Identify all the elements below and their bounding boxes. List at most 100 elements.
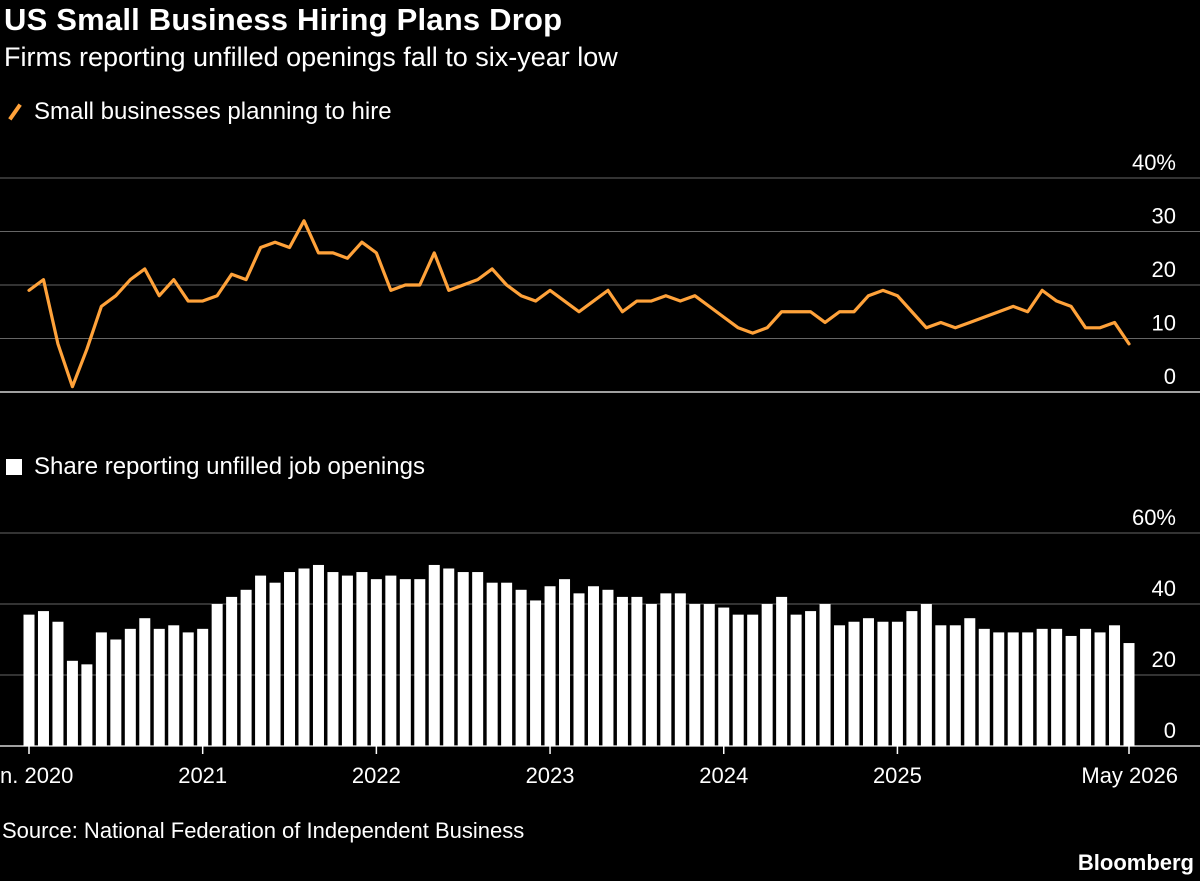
unfilled-openings-bar — [877, 621, 889, 746]
unfilled-openings-bar — [312, 564, 324, 746]
x-axis-tick-label: 2024 — [699, 763, 748, 788]
unfilled-openings-bar — [790, 614, 802, 746]
unfilled-openings-bar — [978, 628, 990, 746]
unfilled-openings-bar — [718, 607, 730, 746]
unfilled-openings-bar — [819, 604, 831, 746]
bar-chart-y-tick-label: 60% — [1132, 505, 1176, 530]
unfilled-openings-bar — [501, 582, 513, 746]
bloomberg-logo: Bloomberg — [1077, 850, 1194, 875]
bar-chart-y-tick-label: 0 — [1164, 718, 1176, 743]
unfilled-openings-bar — [370, 579, 382, 746]
unfilled-openings-bar — [949, 625, 961, 746]
unfilled-openings-bar — [341, 575, 353, 746]
unfilled-openings-bar — [616, 596, 628, 746]
unfilled-openings-bar — [284, 572, 296, 746]
line-legend-label: Small businesses planning to hire — [34, 98, 392, 125]
unfilled-openings-bar — [993, 632, 1005, 746]
x-axis-tick-label: 2021 — [178, 763, 227, 788]
unfilled-openings-bar — [298, 568, 310, 746]
unfilled-openings-bar — [356, 572, 368, 746]
unfilled-openings-bar — [95, 632, 107, 746]
bar-legend-label: Share reporting unfilled job openings — [34, 453, 425, 480]
unfilled-openings-bar — [269, 582, 281, 746]
unfilled-openings-bar — [327, 572, 339, 746]
unfilled-openings-bar — [515, 589, 527, 746]
unfilled-openings-bar — [1094, 632, 1106, 746]
unfilled-openings-bar — [674, 593, 686, 746]
unfilled-openings-bar — [23, 614, 35, 746]
unfilled-openings-bar — [52, 621, 64, 746]
unfilled-openings-bar — [1007, 632, 1019, 746]
bar-legend: Share reporting unfilled job openings — [4, 452, 425, 482]
unfilled-openings-bar — [124, 628, 136, 746]
unfilled-openings-bar — [732, 614, 744, 746]
unfilled-openings-bar — [559, 579, 571, 746]
unfilled-openings-bar — [1022, 632, 1034, 746]
unfilled-openings-bar — [428, 564, 440, 746]
unfilled-openings-bar — [37, 611, 49, 746]
unfilled-openings-bar — [776, 596, 788, 746]
unfilled-openings-bar — [1080, 628, 1092, 746]
unfilled-openings-bar — [660, 593, 672, 746]
unfilled-openings-bar — [891, 621, 903, 746]
bar-chart-y-tick-label: 40 — [1152, 576, 1176, 601]
unfilled-openings-bar — [1036, 628, 1048, 746]
unfilled-openings-bar — [385, 575, 397, 746]
unfilled-openings-bar — [399, 579, 411, 746]
unfilled-openings-bar — [255, 575, 267, 746]
unfilled-openings-bar — [1065, 635, 1077, 746]
unfilled-openings-bar — [848, 621, 860, 746]
unfilled-openings-bar — [472, 572, 484, 746]
hiring-plans-line — [27, 219, 1131, 389]
unfilled-openings-bar — [211, 604, 223, 746]
unfilled-openings-bar — [964, 618, 976, 746]
line-chart-y-tick-label: 10 — [1152, 311, 1176, 336]
unfilled-openings-bar — [66, 660, 78, 746]
unfilled-openings-bar — [1109, 625, 1121, 746]
bar-swatch-icon — [6, 459, 22, 475]
x-axis-tick-label: 2023 — [526, 763, 575, 788]
unfilled-openings-bar — [226, 596, 238, 746]
unfilled-openings-bar — [457, 572, 469, 746]
line-chart-y-tick-label: 0 — [1164, 364, 1176, 389]
unfilled-openings-bar — [182, 632, 194, 746]
unfilled-openings-bar — [1051, 628, 1063, 746]
unfilled-openings-bar — [81, 664, 93, 746]
source-note: Source: National Federation of Independe… — [2, 818, 525, 843]
unfilled-openings-bar — [935, 625, 947, 746]
unfilled-openings-bar — [153, 628, 165, 746]
line-chart-y-tick-label: 40% — [1132, 150, 1176, 175]
unfilled-openings-bar — [486, 582, 498, 746]
unfilled-openings-bar — [645, 604, 657, 746]
unfilled-openings-bar — [168, 625, 180, 746]
unfilled-openings-bar — [631, 596, 643, 746]
unfilled-openings-bar — [747, 614, 759, 746]
x-axis-tick-label: n. 2020 — [0, 763, 73, 788]
unfilled-openings-bar — [443, 568, 455, 746]
x-axis-tick-label: May 2026 — [1081, 763, 1178, 788]
unfilled-openings-bar — [602, 589, 614, 746]
x-axis-tick-label: 2022 — [352, 763, 401, 788]
unfilled-openings-bar — [544, 586, 556, 746]
unfilled-openings-bar — [197, 628, 209, 746]
unfilled-openings-bar — [530, 600, 542, 746]
unfilled-openings-bar — [110, 639, 122, 746]
unfilled-openings-bar — [862, 618, 874, 746]
unfilled-openings-bar — [689, 604, 701, 746]
unfilled-openings-bar — [834, 625, 846, 746]
unfilled-openings-bar — [139, 618, 151, 746]
bar-chart-y-tick-label: 20 — [1152, 647, 1176, 672]
unfilled-openings-bar — [761, 604, 773, 746]
x-axis-tick-label: 2025 — [873, 763, 922, 788]
line-chart-y-tick-label: 30 — [1152, 204, 1176, 229]
unfilled-openings-bar — [414, 579, 426, 746]
line-legend: Small businesses planning to hire — [4, 97, 392, 127]
unfilled-openings-bar — [805, 611, 817, 746]
unfilled-openings-bar — [703, 604, 715, 746]
chart-subtitle: Firms reporting unfilled openings fall t… — [4, 42, 618, 72]
unfilled-openings-bar — [573, 593, 585, 746]
unfilled-openings-bar — [906, 611, 918, 746]
line-chart-y-tick-label: 20 — [1152, 257, 1176, 282]
unfilled-openings-bar — [240, 589, 252, 746]
